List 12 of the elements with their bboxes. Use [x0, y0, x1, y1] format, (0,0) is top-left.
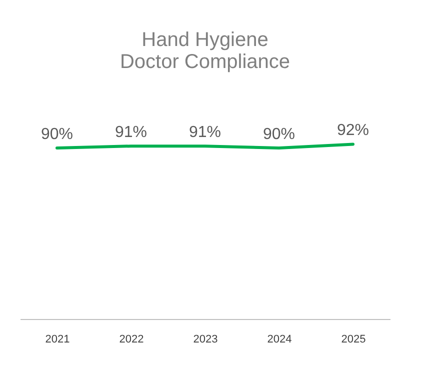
x-tick-label: 2023 [193, 334, 218, 346]
text: Doctor Compliance [120, 51, 290, 74]
x-tick-label: 2025 [341, 334, 366, 346]
data-label: 90% [40, 126, 74, 143]
x-tick-label: 2024 [267, 334, 292, 346]
x-tick-label: 2022 [119, 334, 144, 346]
data-label: 92% [336, 122, 370, 140]
x-tick-label: 2021 [45, 334, 70, 346]
data-label: 91% [114, 124, 148, 142]
data-label: 90% [262, 126, 296, 143]
text: Hand Hygiene [142, 29, 268, 52]
data-label: 91% [188, 124, 222, 142]
